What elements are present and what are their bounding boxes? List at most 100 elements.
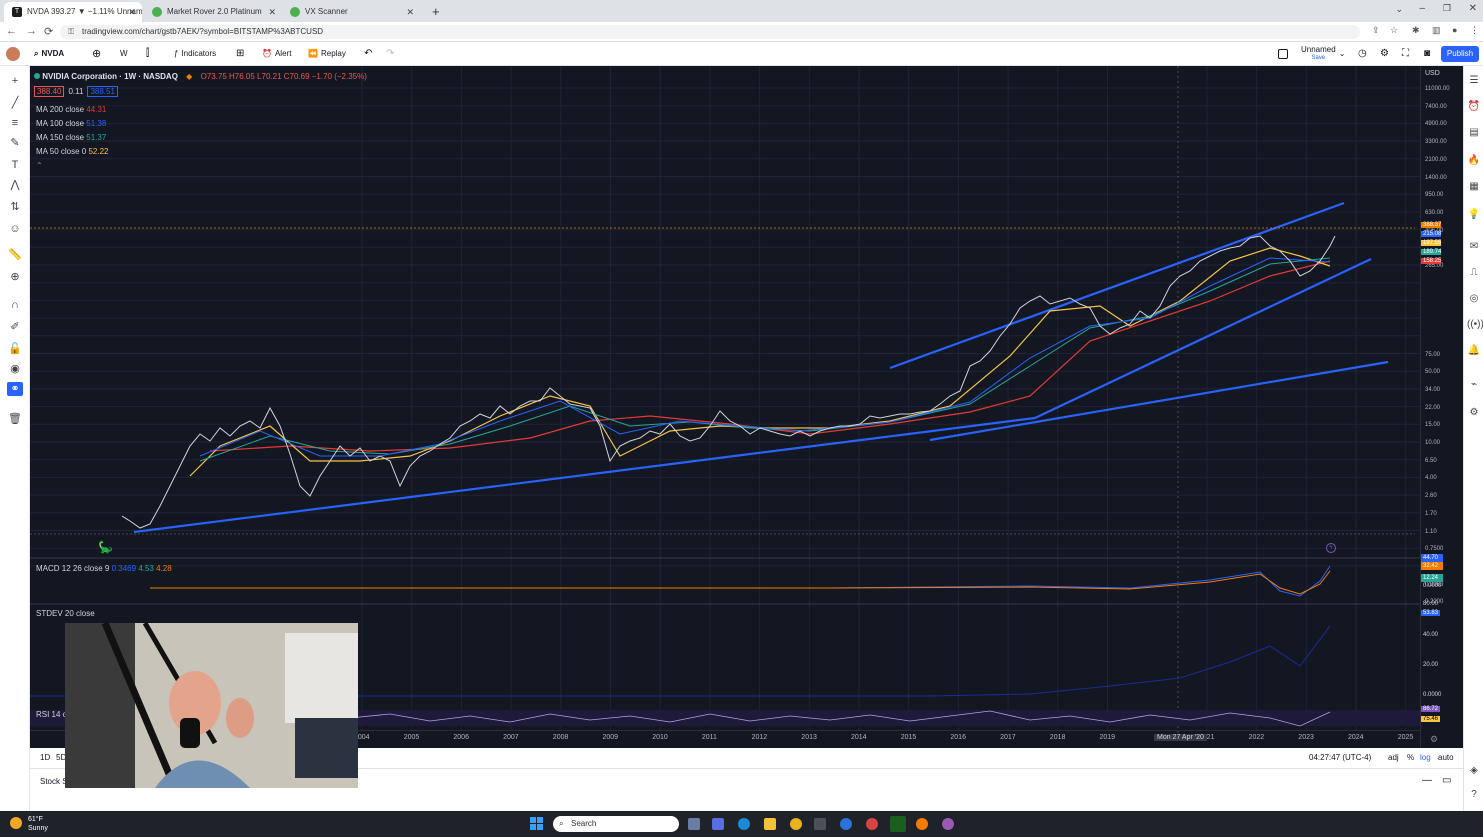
symbol-search[interactable]: ⌕ NVDA — [34, 42, 64, 66]
hotlist-icon[interactable]: 🔥 — [1467, 155, 1481, 166]
camera-icon[interactable]: ◙ — [1424, 48, 1431, 59]
crosshair-icon[interactable]: + — [11, 75, 19, 87]
alerts-icon[interactable]: ⏰ — [1467, 101, 1481, 112]
stock-screener-tab[interactable]: Stock S — [40, 777, 68, 786]
pine-icon[interactable]: ⚙ — [1469, 407, 1479, 418]
forward-icon[interactable]: → — [26, 25, 37, 37]
alert-button[interactable]: ⏰ Alert — [262, 42, 291, 66]
notifications-icon[interactable]: ⎍ — [1470, 267, 1478, 278]
sell-price-box[interactable]: 388.40 — [34, 86, 65, 97]
back-icon[interactable]: ← — [6, 25, 17, 37]
app-icon[interactable] — [814, 818, 826, 830]
macd-legend[interactable]: MACD 12 26 close 9 0.3469 4.53 4.28 — [36, 564, 172, 573]
share-icon[interactable]: ⇪ — [1372, 25, 1380, 35]
publish-button[interactable]: Publish — [1441, 46, 1479, 62]
range-5d[interactable]: 5D — [56, 753, 67, 762]
clock-label[interactable]: 04:27:47 (UTC-4) — [1309, 753, 1372, 762]
extensions-icon[interactable]: ✱ — [1412, 25, 1420, 35]
rsi-legend[interactable]: RSI 14 close — [36, 710, 82, 719]
adj-toggle[interactable]: adj — [1388, 753, 1399, 762]
time-axis[interactable]: 2004 2005 2006 2007 2008 2009 2010 2011 2012 2013… — [30, 730, 1420, 748]
bell-icon[interactable]: 🔔 — [1467, 345, 1481, 356]
profile-icon[interactable]: ● — [1452, 25, 1458, 35]
app-icon[interactable] — [916, 818, 928, 830]
minimize-icon[interactable]: – — [1419, 3, 1425, 14]
percent-toggle[interactable]: % — [1407, 753, 1415, 762]
templates-icon[interactable]: ⊞ — [236, 48, 245, 59]
meet-icon[interactable] — [712, 818, 724, 830]
fullscreen-icon[interactable]: ⛶ — [1402, 48, 1409, 59]
interval-button[interactable]: W — [120, 49, 128, 58]
app-icon[interactable] — [890, 816, 906, 832]
layout-button[interactable]: Unnamed Save ⌄ — [1278, 42, 1345, 66]
watchlist-icon[interactable]: ☰ — [1469, 75, 1479, 86]
event-flag-icon[interactable]: ϟ — [1326, 543, 1336, 553]
tab-nvda[interactable]: T NVDA 393.27 ▼ −1.11% Unnam ✕ — [4, 2, 142, 22]
skype-icon[interactable] — [840, 818, 852, 830]
auto-toggle[interactable]: auto — [1438, 753, 1454, 762]
app-icon[interactable] — [866, 818, 878, 830]
chart-svg[interactable] — [30, 66, 1463, 748]
icons-icon[interactable]: ☺ — [9, 223, 21, 235]
layers-icon[interactable]: ◈ — [1470, 765, 1478, 776]
prediction-icon[interactable]: ⇅ — [10, 201, 20, 213]
settings-icon[interactable]: ⚙ — [1430, 734, 1439, 744]
maximize-panel-icon[interactable]: ▭ — [1442, 775, 1452, 786]
fib-icon[interactable]: ≡ — [11, 117, 19, 129]
url-input[interactable]: ⚿ tradingview.com/chart/gstb7AEK/?symbol… — [60, 25, 1360, 39]
weather-icon[interactable] — [10, 817, 22, 829]
redo-icon[interactable]: ↷ — [386, 48, 395, 59]
close-icon[interactable]: ✕ — [406, 7, 414, 17]
ma-legend-item[interactable]: MA 100 close 51.38 — [36, 119, 107, 128]
magnet-icon[interactable]: ∩ — [11, 299, 19, 311]
reload-icon[interactable]: ⟳ — [44, 26, 54, 38]
trend-line-icon[interactable]: ╱ — [11, 97, 19, 109]
ma-legend-item[interactable]: MA 50 close 0 52.22 — [36, 147, 109, 156]
minimize-panel-icon[interactable]: — — [1422, 775, 1432, 786]
strategy-icon[interactable]: ⌁ — [1470, 379, 1478, 390]
brush-icon[interactable]: ✎ — [10, 137, 20, 149]
tab-vx-scanner[interactable]: VX Scanner ✕ — [282, 2, 420, 22]
eye-icon[interactable]: ◉ — [10, 363, 20, 375]
broadcast-icon[interactable]: ((•)) — [1467, 319, 1483, 330]
bookmark-star-icon[interactable]: ☆ — [1390, 25, 1399, 35]
lock-icon[interactable]: 🔓 — [8, 343, 22, 355]
stdev-legend[interactable]: STDEV 20 close — [36, 609, 95, 618]
app-icon[interactable] — [942, 818, 954, 830]
taskbar-search-input[interactable]: ⌕ Search — [553, 816, 679, 832]
calendar-icon[interactable]: ▦ — [1469, 181, 1479, 192]
compare-symbol-button[interactable]: ⊕ — [92, 48, 102, 60]
text-icon[interactable]: T — [11, 159, 19, 171]
help-icon[interactable]: ? — [1471, 789, 1477, 800]
ma-legend-item[interactable]: MA 150 close 51.37 — [36, 133, 107, 142]
chrome-icon[interactable] — [790, 818, 802, 830]
weather-widget[interactable]: 61°F Sunny — [28, 816, 48, 832]
data-window-icon[interactable]: ▤ — [1469, 127, 1479, 138]
close-icon[interactable]: ✕ — [128, 7, 136, 17]
file-explorer-icon[interactable] — [764, 818, 776, 830]
tab-market-rover[interactable]: Market Rover 2.0 Platinum ✕ — [144, 2, 282, 22]
replay-button[interactable]: ⏪ Replay — [308, 42, 346, 66]
avatar[interactable] — [6, 42, 20, 66]
maximize-icon[interactable]: ❐ — [1442, 3, 1451, 13]
quick-search-icon[interactable]: ◷ — [1358, 48, 1367, 59]
chart-type-icon[interactable]: ⫿ — [146, 48, 150, 59]
stay-drawing-icon[interactable]: ✐ — [10, 321, 20, 333]
zoom-icon[interactable]: ⊕ — [10, 271, 20, 283]
collapse-legend-icon[interactable]: ⌃ — [36, 161, 43, 170]
edge-icon[interactable] — [738, 818, 750, 830]
ruler-icon[interactable]: 📏 — [8, 249, 22, 261]
windows-start-icon[interactable] — [530, 817, 544, 831]
menu-icon[interactable]: ⋮ — [1470, 25, 1479, 35]
buy-price-box[interactable]: 388.51 — [87, 86, 118, 97]
log-toggle[interactable]: log — [1420, 753, 1431, 762]
pattern-icon[interactable]: ⋀ — [10, 179, 20, 191]
tab-search-icon[interactable]: ⌄ — [1395, 4, 1403, 14]
sidepanel-icon[interactable]: ▥ — [1432, 25, 1441, 35]
trash-icon[interactable]: 🗑 — [8, 413, 22, 425]
currency-label[interactable]: USD — [1425, 70, 1440, 77]
undo-icon[interactable]: ↶ — [364, 48, 373, 59]
link-icon[interactable]: ⚭ — [7, 382, 23, 396]
settings-icon[interactable]: ⚙ — [1380, 48, 1389, 59]
close-icon[interactable]: ✕ — [268, 7, 276, 17]
